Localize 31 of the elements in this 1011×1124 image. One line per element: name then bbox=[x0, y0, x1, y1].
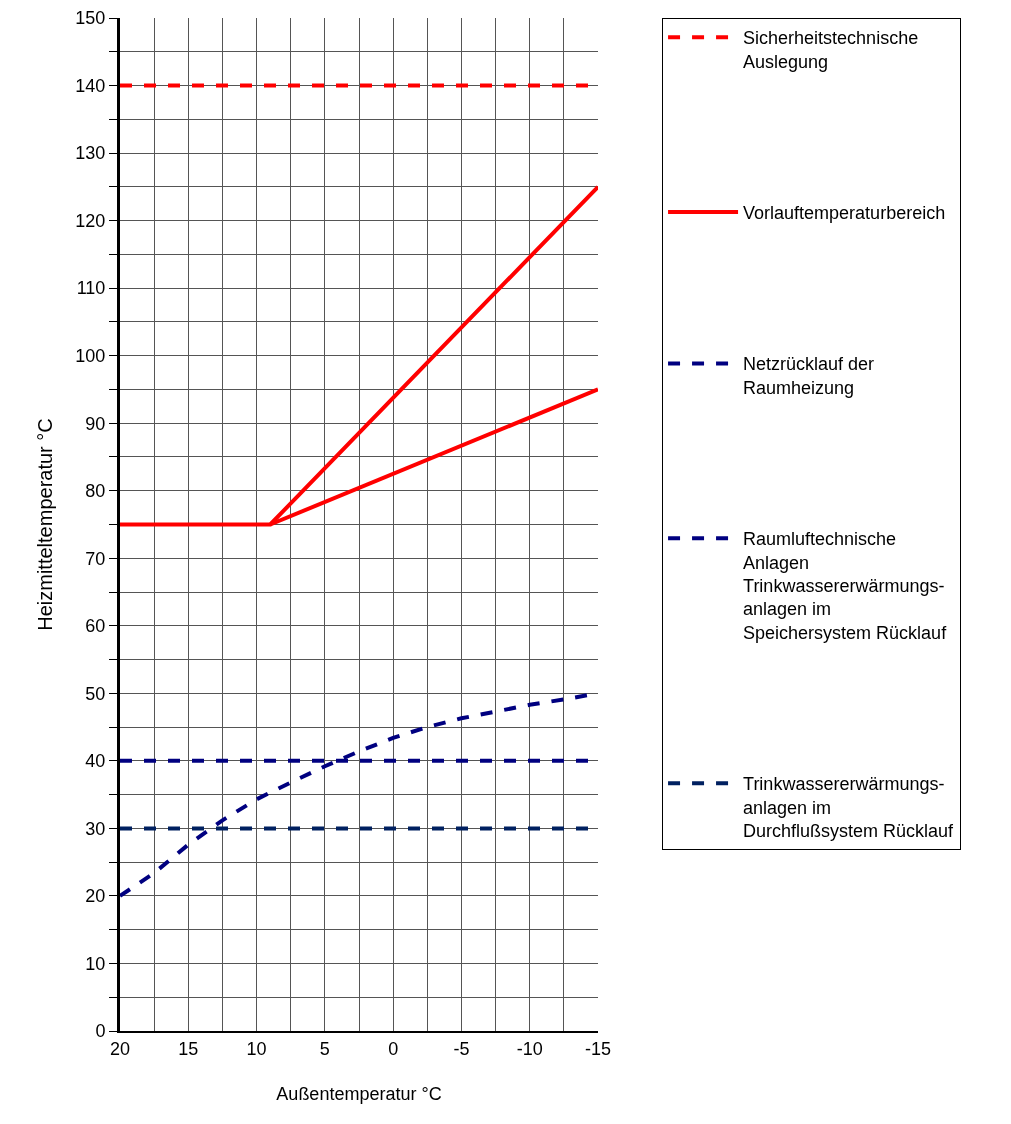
y-tick-label: 140 bbox=[75, 75, 106, 96]
x-axis-title: Außentemperatur °C bbox=[276, 1084, 442, 1105]
y-tick-label: 90 bbox=[85, 413, 106, 434]
y-tick-label: 120 bbox=[75, 210, 106, 231]
y-tick-label: 40 bbox=[85, 751, 106, 772]
y-tick-label: 10 bbox=[85, 953, 106, 974]
y-tick-label: 130 bbox=[75, 143, 106, 164]
y-tick-label: 20 bbox=[85, 886, 106, 907]
legend-label: Sicherheitstechnische Auslegung bbox=[743, 28, 919, 72]
y-tick-label: 110 bbox=[76, 278, 106, 299]
x-tick-label: 0 bbox=[388, 1038, 399, 1059]
x-tick-label: -10 bbox=[516, 1038, 543, 1059]
y-tick-label: 50 bbox=[85, 683, 106, 704]
y-tick-label: 100 bbox=[75, 345, 106, 366]
x-tick-label: 5 bbox=[319, 1038, 330, 1059]
x-tick-label: -15 bbox=[584, 1038, 612, 1059]
legend-label: Vorlauftemperaturbereich bbox=[743, 203, 946, 224]
y-axis-title: Heizmitteltemperatur °C bbox=[33, 418, 56, 631]
y-tick-label: 30 bbox=[85, 818, 106, 839]
legend-label: Netzrücklauf der Raumheizung bbox=[743, 354, 875, 398]
y-tick-label: 60 bbox=[85, 616, 106, 637]
y-tick-label: 70 bbox=[85, 548, 106, 569]
x-tick-label: 10 bbox=[246, 1038, 267, 1059]
y-tick-label: 0 bbox=[95, 1021, 106, 1042]
x-tick-label: -5 bbox=[453, 1038, 470, 1059]
legend-label: Trinkwassererwärmungs- anlagen im Durchflußsystem Rücklauf bbox=[743, 774, 955, 842]
y-tick-label: 80 bbox=[85, 481, 106, 502]
x-tick-label: 20 bbox=[109, 1038, 131, 1059]
y-tick-label: 150 bbox=[75, 8, 106, 29]
legend-label: Raumluftechnische Anlagen Trinkwassererwärmungs- anlagen im Speichersystem Rücklauf bbox=[743, 529, 948, 643]
x-tick-label: 15 bbox=[178, 1038, 199, 1059]
